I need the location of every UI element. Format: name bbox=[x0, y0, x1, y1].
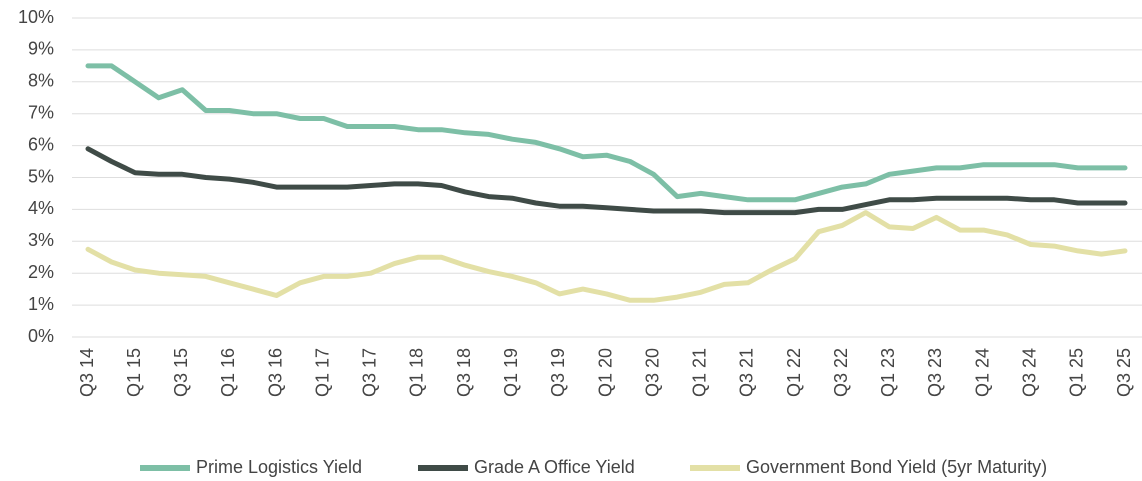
series-line bbox=[85, 146, 1128, 216]
x-tick-label: Q3 17 bbox=[360, 348, 380, 397]
x-tick-label: Q1 18 bbox=[407, 348, 427, 397]
x-tick-label: Q1 20 bbox=[595, 348, 615, 397]
x-tick-label: Q3 25 bbox=[1114, 348, 1134, 397]
x-tick-label: Q3 23 bbox=[925, 348, 945, 397]
x-tick-label: Q3 22 bbox=[831, 348, 851, 397]
y-tick-label: 10% bbox=[18, 7, 54, 27]
y-tick-label: 5% bbox=[28, 166, 54, 186]
x-tick-label: Q3 14 bbox=[77, 348, 97, 397]
y-tick-label: 1% bbox=[28, 294, 54, 314]
x-tick-label: Q1 15 bbox=[124, 348, 144, 397]
x-tick-label: Q1 21 bbox=[690, 348, 710, 397]
x-tick-label: Q1 17 bbox=[312, 348, 332, 397]
x-tick-label: Q1 16 bbox=[218, 348, 238, 397]
x-tick-label: Q1 24 bbox=[972, 348, 992, 397]
x-tick-label: Q3 18 bbox=[454, 348, 474, 397]
x-tick-label: Q1 25 bbox=[1067, 348, 1087, 397]
legend-label: Grade A Office Yield bbox=[474, 457, 635, 477]
y-tick-label: 6% bbox=[28, 134, 54, 154]
y-tick-label: 9% bbox=[28, 39, 54, 59]
legend-label: Prime Logistics Yield bbox=[196, 457, 362, 477]
x-tick-label: Q3 20 bbox=[642, 348, 662, 397]
series-line bbox=[85, 210, 1128, 303]
x-tick-label: Q3 19 bbox=[548, 348, 568, 397]
series-line bbox=[85, 63, 1128, 203]
legend-label: Government Bond Yield (5yr Maturity) bbox=[746, 457, 1047, 477]
x-tick-label: Q1 19 bbox=[501, 348, 521, 397]
y-tick-label: 7% bbox=[28, 102, 54, 122]
x-tick-label: Q3 21 bbox=[737, 348, 757, 397]
x-tick-label: Q1 22 bbox=[784, 348, 804, 397]
y-tick-label: 3% bbox=[28, 230, 54, 250]
x-tick-label: Q3 15 bbox=[171, 348, 191, 397]
y-tick-label: 2% bbox=[28, 262, 54, 282]
x-tick-label: Q3 16 bbox=[265, 348, 285, 397]
y-tick-label: 4% bbox=[28, 198, 54, 218]
x-tick-label: Q1 23 bbox=[878, 348, 898, 397]
x-tick-label: Q3 24 bbox=[1019, 348, 1039, 397]
y-tick-label: 0% bbox=[28, 326, 54, 346]
y-tick-label: 8% bbox=[28, 71, 54, 91]
